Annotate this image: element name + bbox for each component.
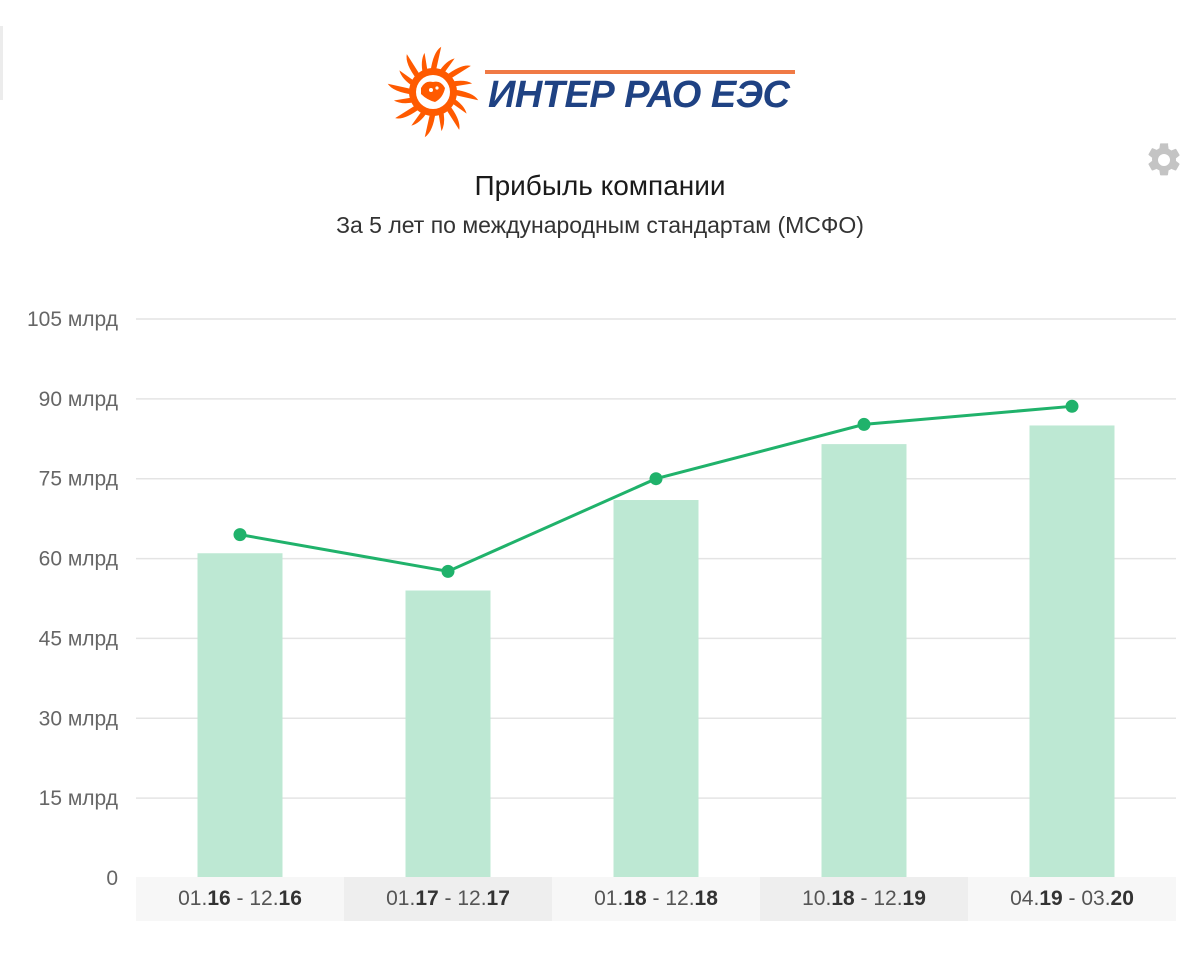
y-tick-label: 105 млрд bbox=[27, 308, 118, 331]
x-category-label: 04.19 - 03.20 bbox=[968, 877, 1176, 921]
y-tick-label: 75 млрд bbox=[39, 468, 118, 491]
company-logo: ИНТЕР РАО ЕЭС bbox=[385, 44, 805, 140]
bar[interactable] bbox=[613, 500, 699, 878]
x-category-label: 01.16 - 12.16 bbox=[136, 877, 344, 921]
y-tick-label: 90 млрд bbox=[39, 388, 118, 411]
line-point[interactable] bbox=[857, 417, 871, 431]
logo-stripe bbox=[485, 70, 795, 74]
y-tick-label: 45 млрд bbox=[39, 627, 118, 650]
gear-icon[interactable] bbox=[1144, 140, 1184, 180]
line-point[interactable] bbox=[233, 528, 247, 542]
chart-title: Прибыль компании bbox=[474, 170, 726, 201]
logo-text: ИНТЕР РАО ЕЭС bbox=[488, 74, 790, 116]
line-point[interactable] bbox=[649, 472, 663, 486]
x-category-label: 01.18 - 12.18 bbox=[552, 877, 760, 921]
x-category-label: 01.17 - 12.17 bbox=[344, 877, 552, 921]
bar[interactable] bbox=[1029, 425, 1115, 878]
line-point[interactable] bbox=[1065, 399, 1079, 413]
chart-subtitle: За 5 лет по международным стандартам (МС… bbox=[336, 212, 864, 238]
y-tick-label: 0 bbox=[106, 867, 118, 890]
y-tick-label: 60 млрд bbox=[39, 548, 118, 571]
bar[interactable] bbox=[197, 553, 283, 878]
x-category-label: 10.18 - 12.19 bbox=[760, 877, 968, 921]
line-point[interactable] bbox=[441, 564, 455, 578]
y-tick-label: 30 млрд bbox=[39, 707, 118, 730]
left-edge-strip bbox=[0, 26, 3, 100]
sun-logo-icon bbox=[387, 46, 479, 138]
bar[interactable] bbox=[821, 444, 907, 878]
y-tick-label: 15 млрд bbox=[39, 787, 118, 810]
bar[interactable] bbox=[405, 590, 491, 878]
